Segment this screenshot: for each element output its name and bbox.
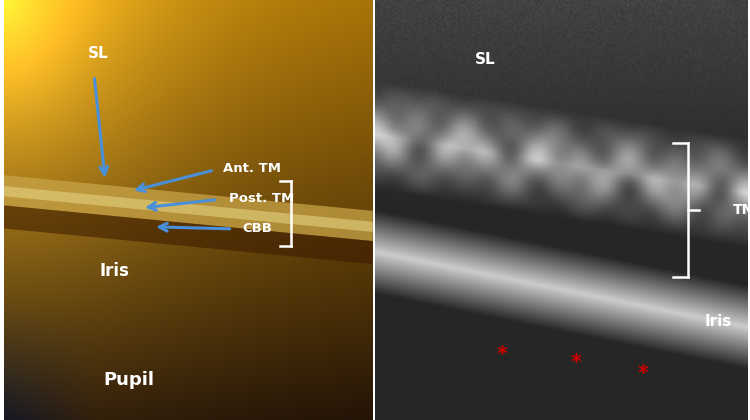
Text: Post. TM: Post. TM — [229, 192, 294, 205]
Text: Iris: Iris — [100, 262, 130, 280]
Text: Pupil: Pupil — [104, 371, 154, 389]
Polygon shape — [4, 175, 373, 241]
Text: CBB: CBB — [243, 223, 273, 235]
Text: TM: TM — [733, 203, 750, 217]
Text: *: * — [496, 345, 507, 365]
Text: *: * — [571, 353, 582, 373]
Text: SL: SL — [88, 46, 108, 61]
Polygon shape — [4, 205, 373, 264]
Text: Iris: Iris — [705, 314, 732, 329]
Text: Ant. TM: Ant. TM — [224, 162, 281, 174]
Polygon shape — [4, 186, 373, 232]
Text: *: * — [638, 364, 649, 384]
Text: SL: SL — [475, 52, 495, 67]
